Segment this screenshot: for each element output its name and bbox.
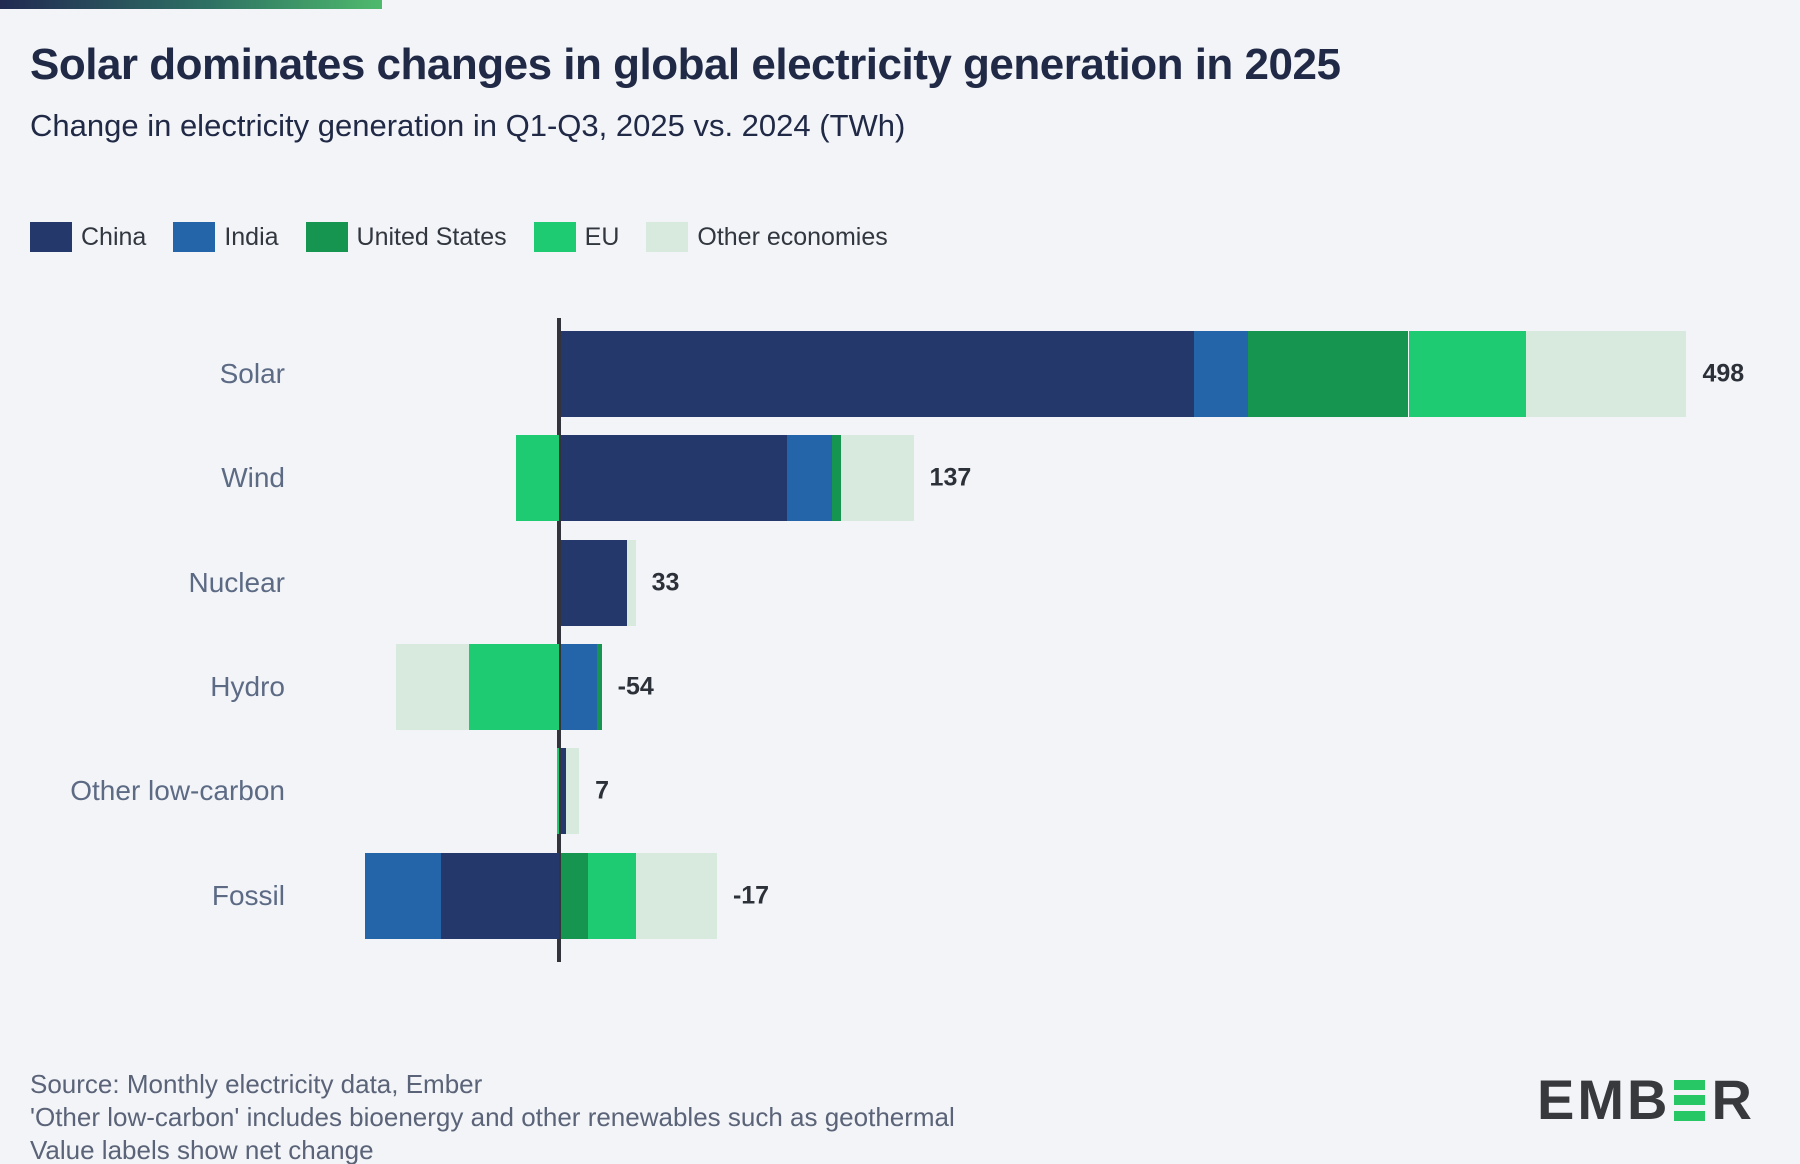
bar-segment-nuclear-other-economies [626,540,636,626]
net-value-label-fossil: -17 [732,881,770,910]
bar-segment-hydro-india [561,644,598,730]
zero-axis-line [557,318,561,962]
footer-notes: Source: Monthly electricity data, Ember … [30,1068,955,1164]
legend-swatch-eu [533,222,576,252]
bar-segment-nuclear-china [561,540,627,626]
page-title: Solar dominates changes in global electr… [30,40,1341,89]
bar-segment-other-low-carbon-other-economies [565,748,580,834]
bar-segment-other-low-carbon-eu [556,748,559,834]
legend-item-united-states: United States [305,222,507,252]
top-accent-gradient-bar [0,0,382,9]
net-value-label-other-low-carbon: 7 [595,776,609,805]
ember-logo-text-left: EMB [1537,1068,1671,1131]
bar-segment-solar-china [561,331,1194,417]
legend-item-china: China [30,222,146,252]
legend-item-other-economies: Other economies [646,222,888,252]
bar-segment-wind-china [561,435,787,521]
legend-label-other-economies: Other economies [697,222,888,251]
legend-item-india: India [173,222,279,252]
bar-segment-fossil-india [364,853,442,939]
legend-swatch-india [173,222,216,252]
bar-segment-solar-eu [1408,331,1527,417]
net-value-label-wind: 137 [929,463,972,492]
category-label-wind: Wind [221,462,285,493]
bar-segment-solar-india [1193,331,1249,417]
page-subtitle: Change in electricity generation in Q1-Q… [30,108,906,143]
category-label-nuclear: Nuclear [188,567,285,598]
bar-segment-fossil-eu [588,853,636,939]
bar-segment-solar-other-economies [1526,331,1687,417]
legend-label-united-states: United States [356,222,507,251]
legend-swatch-united-states [305,222,348,252]
legend-label-india: India [224,222,279,251]
legend: China India United States EU Other economies [30,222,888,252]
source-note: Source: Monthly electricity data, Ember [30,1069,483,1099]
logo-green-e-bar [1674,1095,1706,1105]
ember-logo: EMB R [1537,1068,1755,1131]
logo-green-e-bar [1674,1110,1706,1121]
category-label-solar: Solar [219,358,285,389]
net-value-label-hydro: -54 [617,672,654,701]
category-label-fossil: Fossil [211,880,285,911]
bar-segment-hydro-eu [468,644,559,730]
legend-label-china: China [81,222,147,251]
definition-note: 'Other low-carbon' includes bioenergy an… [30,1102,955,1132]
bar-segment-other-low-carbon-china [561,748,566,834]
bar-segment-fossil-china [441,853,559,939]
bar-segment-fossil-united-states [561,853,589,939]
bar-segment-wind-united-states [832,435,842,521]
bar-segment-hydro-united-states [597,644,602,730]
legend-item-eu: EU [533,222,620,252]
bar-segment-hydro-other-economies [396,644,469,730]
bar-segment-wind-other-economies [841,435,914,521]
bar-segment-wind-india [787,435,833,521]
logo-green-e-bar [1674,1079,1706,1090]
category-label-hydro: Hydro [210,671,285,702]
legend-swatch-china [30,222,72,252]
ember-logo-green-e-icon [1674,1079,1706,1121]
net-value-label-solar: 498 [1702,359,1745,388]
ember-logo-text-right: R [1711,1068,1755,1131]
bar-segment-solar-united-states [1248,331,1409,417]
bar-segment-fossil-other-economies [635,853,717,939]
category-label-other-low-carbon: Other low-carbon [70,775,285,806]
legend-label-eu: EU [584,222,620,251]
value-label-note: Value labels show net change [30,1135,374,1164]
legend-swatch-other-economies [646,222,689,252]
bar-segment-wind-eu [516,435,559,521]
net-value-label-nuclear: 33 [651,568,680,597]
